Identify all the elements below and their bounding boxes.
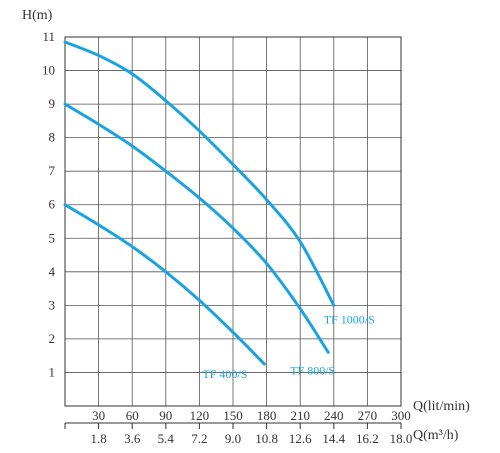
- plot-frame: [64, 36, 402, 407]
- x2-tick-label: 5.4: [158, 431, 175, 446]
- y-tick-label: 5: [49, 230, 56, 245]
- series-line-tf-1000-s: [63, 40, 336, 307]
- x-axis: 30 60 90 120 150 180 210 240 270 300: [92, 408, 411, 423]
- x2-tick-label: 7.2: [191, 431, 207, 446]
- y-tick-label: 7: [49, 163, 56, 178]
- x-tick-label: 150: [223, 408, 243, 423]
- series: TF 1000/S TF 800/S TF 400/S: [63, 40, 375, 381]
- x-tick-label: 270: [358, 408, 378, 423]
- series-label: TF 400/S: [202, 367, 247, 381]
- x2-tick-label: 9.0: [225, 431, 241, 446]
- y-tick-label: 3: [49, 297, 56, 312]
- series-line-tf-800-s: [63, 102, 330, 354]
- x2-tick-label: 12.6: [289, 431, 312, 446]
- x2-tick-label: 10.8: [255, 431, 278, 446]
- series-label: TF 800/S: [290, 363, 335, 377]
- y-tick-label: 4: [49, 264, 56, 279]
- x2-tick-label: 14.4: [322, 431, 345, 446]
- y-tick-label: 2: [49, 331, 56, 346]
- series-label: TF 1000/S: [324, 312, 375, 326]
- x-tick-label: 300: [391, 408, 411, 423]
- y-axis: 1 2 3 4 5 6 7 8 9 10 11: [42, 29, 56, 379]
- y-tick-label: 6: [49, 197, 56, 212]
- y-tick-label: 1: [49, 364, 56, 379]
- x-tick-label: 90: [159, 408, 172, 423]
- x-tick-label: 240: [324, 408, 344, 423]
- grid: [65, 36, 402, 406]
- x2-tick-label: 18.0: [390, 431, 413, 446]
- x2-axis: 1.8 3.6 5.4 7.2 9.0 10.8 12.6 14.4 16.2 18.0: [64, 423, 413, 446]
- x-tick-label: 120: [190, 408, 210, 423]
- x-tick-label: 180: [257, 408, 277, 423]
- x2-tick-label: 16.2: [356, 431, 379, 446]
- x-axis-label: Q(lit/min): [413, 399, 470, 414]
- x2-tick-label: 1.8: [90, 431, 106, 446]
- x2-tick-label: 3.6: [124, 431, 141, 446]
- y-tick-label: 11: [42, 29, 55, 44]
- series-line-tf-400-s: [63, 203, 266, 366]
- y-tick-label: 9: [49, 96, 56, 111]
- x2-axis-label: Q(m³/h): [413, 428, 459, 443]
- x-tick-label: 30: [92, 408, 105, 423]
- x-tick-label: 210: [290, 408, 310, 423]
- y-axis-label: H(m): [22, 8, 53, 23]
- x-tick-label: 60: [126, 408, 139, 423]
- y-tick-label: 10: [42, 63, 55, 78]
- y-tick-label: 8: [49, 130, 56, 145]
